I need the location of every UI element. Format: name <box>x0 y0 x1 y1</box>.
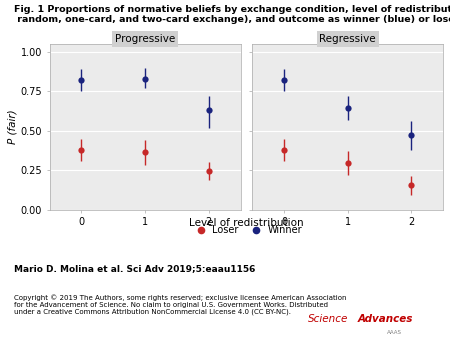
Text: random, one-card, and two-card exchange), and outcome as winner (blue) or loser : random, one-card, and two-card exchange)… <box>14 15 450 24</box>
Text: Science: Science <box>308 314 349 324</box>
Legend: Loser, Winner: Loser, Winner <box>191 225 302 235</box>
Text: AAAS: AAAS <box>387 330 402 335</box>
Title: Progressive: Progressive <box>115 34 175 44</box>
Text: Fig. 1 Proportions of normative beliefs by exchange condition, level of redistri: Fig. 1 Proportions of normative beliefs … <box>14 5 450 14</box>
Text: Mario D. Molina et al. Sci Adv 2019;5:eaau1156: Mario D. Molina et al. Sci Adv 2019;5:ea… <box>14 264 255 273</box>
Text: Copyright © 2019 The Authors, some rights reserved; exclusive licensee American : Copyright © 2019 The Authors, some right… <box>14 294 346 315</box>
Text: Advances: Advances <box>358 314 413 324</box>
Y-axis label: P (fair): P (fair) <box>8 110 18 144</box>
Text: Level of redistribution: Level of redistribution <box>189 218 304 228</box>
Title: Regressive: Regressive <box>320 34 376 44</box>
